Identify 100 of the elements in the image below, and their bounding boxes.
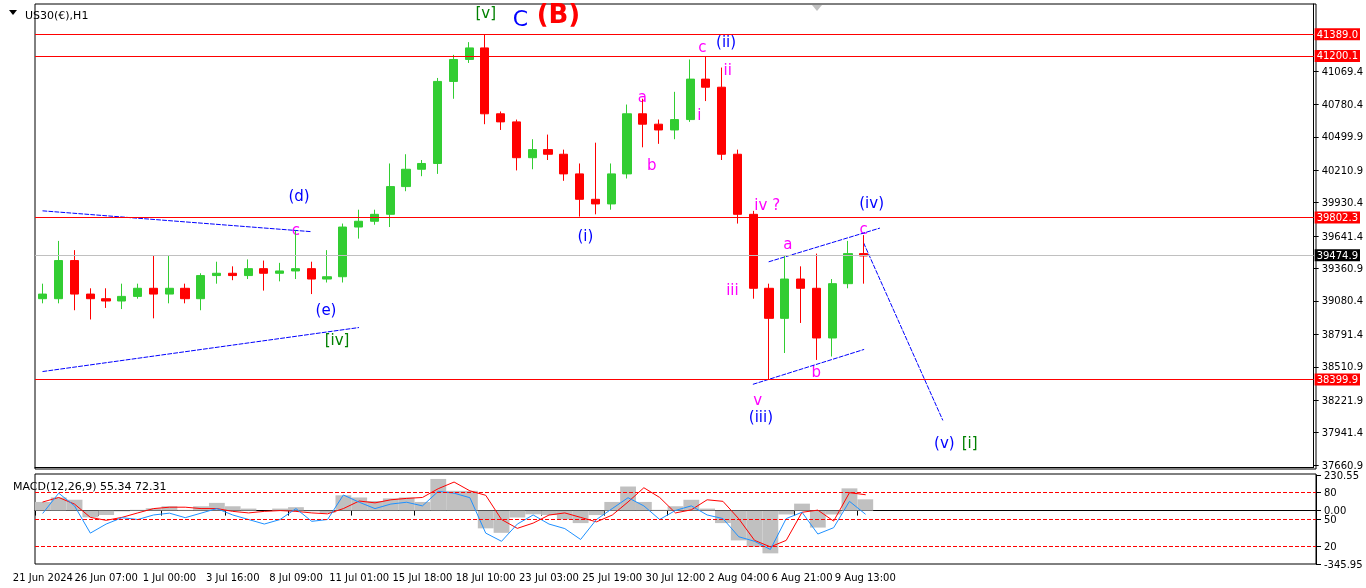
annotation: [iv] — [324, 331, 350, 349]
candlestick — [496, 110, 505, 131]
annotation: (iv) — [859, 194, 884, 212]
candlestick — [386, 162, 395, 228]
candlestick — [591, 142, 600, 215]
candlestick — [401, 153, 411, 192]
candlestick — [543, 134, 553, 161]
y-tick-label: 39930.4 — [1321, 197, 1364, 209]
annotation: c — [698, 38, 707, 56]
candlestick — [686, 58, 695, 123]
annotation: v — [753, 391, 763, 409]
y-tick-label: 39080.4 — [1321, 295, 1364, 307]
annotation: (ii) — [716, 33, 737, 51]
ref-line-label: 39802.3 — [1316, 212, 1359, 224]
y-tick-label: 40780.4 — [1321, 99, 1364, 110]
candlestick — [843, 240, 853, 289]
ref-line-label: 39474.9 — [1316, 249, 1359, 261]
candlestick — [465, 41, 474, 64]
text: US30(€),H1 — [25, 9, 89, 22]
ref-line-label: 41200.1 — [1316, 50, 1359, 62]
ref-line-label: 38399.9 — [1316, 374, 1359, 386]
candlestick — [338, 223, 347, 284]
ref-line-label: 41389.0 — [1316, 28, 1359, 40]
annotation: b — [811, 363, 822, 381]
candlestick — [180, 283, 190, 304]
annotation: b — [647, 156, 657, 174]
x-tick-label: 15 Jul 18:00 — [392, 571, 453, 583]
x-tick-label: 23 Jul 03:00 — [519, 571, 579, 583]
x-tick-label: 30 Jul 12:00 — [645, 571, 706, 583]
candlestick — [322, 249, 332, 284]
candlestick — [101, 287, 111, 309]
x-tick-label: 21 Jun 2024 — [12, 571, 73, 583]
candlestick — [433, 77, 442, 175]
x-tick-label: 26 Jun 07:00 — [74, 571, 138, 583]
candlestick — [812, 253, 821, 361]
x-tick-label: 18 Jul 10:00 — [455, 571, 516, 583]
candlestick — [528, 138, 537, 170]
annotation: iii — [726, 281, 739, 299]
candlestick — [559, 149, 568, 182]
candlestick — [622, 104, 632, 179]
annotation: (B) — [536, 0, 581, 29]
candlestick — [165, 255, 174, 304]
candlestick — [196, 272, 205, 311]
annotation: (i) — [577, 227, 594, 245]
candlestick — [149, 255, 158, 319]
candlestick — [512, 119, 521, 171]
y-tick-label: 40210.9 — [1321, 164, 1364, 176]
candlestick — [670, 91, 679, 140]
y-tick-label: 230.55 — [1324, 469, 1359, 481]
candlestick — [212, 261, 221, 285]
candlestick — [133, 283, 142, 300]
x-tick-label: 2 Aug 04:00 — [708, 571, 770, 583]
text: MACD(12,26,9) 55.34 72.31 — [13, 480, 167, 493]
candlestick — [86, 287, 95, 320]
annotation: a — [783, 235, 793, 253]
x-tick-label: 1 Jul 00:00 — [142, 571, 197, 583]
y2-tick-label: 80 — [1324, 486, 1337, 498]
annotation: ii — [723, 61, 732, 79]
y-tick-label: 40499.9 — [1321, 131, 1364, 143]
annotation: iv ? — [754, 196, 781, 214]
candlestick — [828, 278, 837, 357]
candlestick — [244, 258, 253, 280]
annotation: (iii) — [748, 408, 774, 426]
candlestick — [228, 265, 237, 281]
line-series — [42, 490, 866, 550]
annotation: a — [637, 88, 647, 106]
x-tick-label: 25 Jul 19:00 — [582, 571, 643, 583]
candlestick — [275, 262, 284, 282]
annotation: (d) — [288, 187, 310, 205]
x-tick-label: 9 Aug 13:00 — [834, 571, 896, 583]
candlestick — [354, 209, 363, 240]
y2-tick-label: 50 — [1324, 514, 1337, 525]
bar — [699, 508, 716, 511]
x-tick-label: 11 Jul 01:00 — [329, 571, 390, 583]
y-tick-label: 39641.4 — [1321, 230, 1364, 242]
candlestick — [117, 283, 126, 310]
y-tick-label: 38510.9 — [1321, 361, 1364, 373]
candlestick — [307, 261, 316, 295]
y-tick-label: 41069.4 — [1321, 65, 1364, 77]
y-tick-label: 37941.4 — [1321, 427, 1364, 439]
y-tick-label: 39360.9 — [1321, 263, 1364, 275]
x-tick-label: 3 Jul 16:00 — [205, 571, 260, 583]
bar — [794, 503, 810, 511]
annotation: (v) — [934, 434, 955, 452]
x-tick-label: 8 Jul 09:00 — [269, 571, 323, 583]
candlestick — [859, 234, 868, 285]
candlestick — [654, 119, 663, 145]
y-tick-label: 38221.9 — [1321, 394, 1364, 406]
candlestick — [70, 249, 79, 311]
candlestick — [54, 240, 63, 304]
annotation: [i] — [961, 434, 978, 452]
candlestick — [796, 265, 805, 324]
candlestick — [417, 159, 426, 177]
y2-tick-label: 20 — [1324, 541, 1337, 553]
annotation: C — [512, 5, 529, 31]
x-tick-label: 6 Aug 21:00 — [771, 571, 833, 583]
candlestick — [780, 255, 789, 354]
annotation: (e) — [315, 301, 337, 319]
annotation: [v] — [475, 4, 497, 22]
y-tick-label: 37660.9 — [1321, 459, 1364, 471]
